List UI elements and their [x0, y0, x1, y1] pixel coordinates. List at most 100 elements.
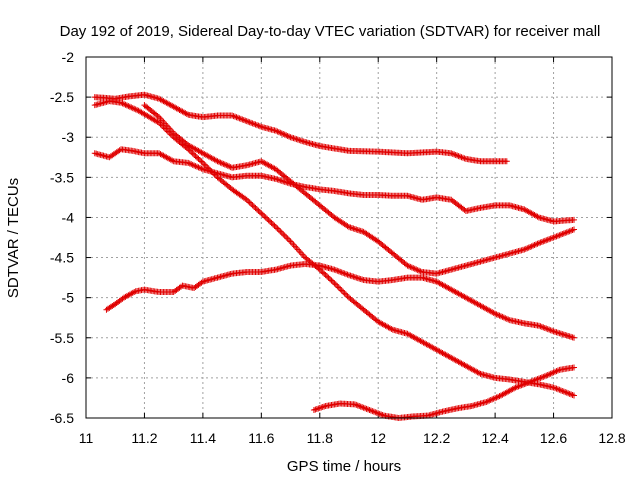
data-point — [503, 158, 510, 165]
data-point — [252, 121, 259, 128]
data-point — [557, 231, 564, 238]
data-point — [243, 118, 250, 125]
data-point — [191, 151, 198, 158]
data-point — [559, 387, 566, 394]
data-point — [566, 390, 573, 397]
data-point — [537, 239, 544, 246]
data-point — [278, 229, 285, 236]
data-point — [454, 152, 461, 159]
data-point — [375, 410, 382, 417]
data-point — [516, 382, 523, 389]
data-point — [533, 241, 540, 248]
data-point — [253, 206, 260, 213]
data-point — [230, 113, 237, 120]
data-point — [332, 267, 339, 274]
data-point — [275, 226, 282, 233]
data-point — [199, 159, 206, 166]
data-point — [531, 377, 538, 384]
data-point — [569, 391, 576, 398]
data-point — [154, 112, 161, 119]
x-tick-label: 11.4 — [190, 430, 216, 446]
data-point — [372, 409, 379, 416]
data-point — [373, 409, 380, 416]
series-s1 — [91, 91, 510, 165]
data-point — [537, 374, 544, 381]
data-point — [169, 157, 176, 164]
x-tick-label: 12.4 — [481, 430, 508, 446]
data-point — [344, 223, 351, 230]
data-point — [251, 120, 258, 127]
data-point — [335, 268, 342, 275]
data-point — [195, 155, 202, 162]
x-tick-label: 12.2 — [423, 430, 450, 446]
data-point — [265, 217, 272, 224]
data-point — [457, 153, 464, 160]
data-point — [198, 158, 205, 165]
data-point — [496, 312, 503, 319]
data-point — [569, 227, 576, 234]
data-point — [511, 385, 518, 392]
data-point — [284, 132, 291, 139]
y-axis-ticks: -2 -2.5 -3 -3.5 -4 -4.5 -5 -5.5 -6 -6.5 — [50, 49, 612, 426]
data-point — [408, 264, 415, 271]
data-point — [543, 372, 550, 379]
data-point — [242, 117, 249, 124]
data-point — [560, 388, 567, 395]
data-point — [245, 198, 252, 205]
data-point — [126, 103, 133, 110]
series-s3 — [91, 146, 578, 225]
data-point — [316, 404, 323, 411]
data-point — [554, 367, 561, 374]
data-point — [414, 267, 421, 274]
data-point — [522, 245, 529, 252]
data-point — [253, 122, 260, 129]
data-point — [351, 401, 358, 408]
series-s2 — [91, 98, 578, 399]
data-point — [512, 384, 519, 391]
data-point — [556, 232, 563, 239]
y-tick-label: -4 — [62, 209, 75, 225]
data-point — [547, 327, 554, 334]
x-tick-label: 12 — [370, 430, 386, 446]
data-point — [286, 133, 293, 140]
data-point — [343, 271, 350, 278]
data-point — [332, 281, 339, 288]
data-point — [337, 268, 344, 275]
chart-title: Day 192 of 2019, Sidereal Day-to-day VTE… — [60, 23, 601, 40]
data-point — [495, 311, 502, 318]
series-s4 — [103, 260, 578, 341]
data-point — [198, 279, 205, 286]
data-point — [559, 231, 566, 238]
data-point — [486, 397, 493, 404]
data-point — [448, 150, 455, 157]
data-point — [540, 324, 547, 331]
data-point — [366, 406, 373, 413]
data-point — [194, 154, 201, 161]
data-point — [132, 106, 139, 113]
data-point — [571, 334, 578, 341]
data-point — [191, 162, 198, 169]
y-tick-label: -5.5 — [50, 330, 74, 346]
data-point — [568, 227, 575, 234]
data-point — [331, 266, 338, 273]
data-point — [503, 315, 510, 322]
data-point — [122, 101, 129, 108]
data-point — [268, 219, 275, 226]
data-point — [490, 395, 497, 402]
data-point — [280, 231, 287, 238]
data-point — [519, 381, 526, 388]
data-point — [226, 163, 233, 170]
data-point — [278, 130, 285, 137]
data-point — [131, 105, 138, 112]
data-point — [340, 288, 347, 295]
data-point — [256, 123, 263, 130]
data-point — [527, 243, 534, 250]
data-point — [502, 315, 509, 322]
y-tick-label: -3 — [62, 129, 75, 145]
data-point — [325, 274, 332, 281]
data-points — [91, 91, 578, 421]
data-point — [357, 403, 364, 410]
data-point — [258, 210, 265, 217]
data-point — [369, 408, 376, 415]
